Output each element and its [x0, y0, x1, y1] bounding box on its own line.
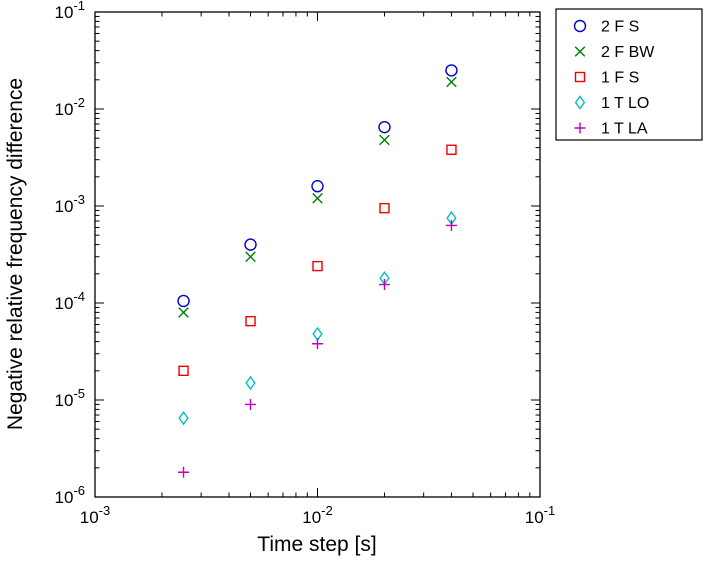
- marker-x: [245, 251, 256, 263]
- marker-diamond: [312, 326, 323, 342]
- y-tick-label: 10-4: [55, 289, 85, 313]
- y-tick-label: 10-5: [55, 386, 85, 410]
- legend-label: 2 F S: [601, 19, 639, 36]
- marker-diamond: [574, 95, 586, 110]
- marker-square: [312, 260, 323, 272]
- marker-circle: [244, 238, 257, 251]
- marker-square: [178, 365, 189, 377]
- y-tick-label: 10-6: [55, 483, 85, 507]
- legend-label: 1 T LO: [601, 95, 649, 112]
- marker-plus: [245, 398, 257, 410]
- marker-circle: [177, 294, 190, 308]
- marker-plus: [378, 279, 390, 291]
- y-axis-label: Negative relative frequency difference: [4, 78, 27, 430]
- marker-x: [312, 193, 323, 204]
- marker-circle: [378, 120, 391, 134]
- marker-circle: [445, 64, 458, 77]
- marker-x: [574, 46, 586, 57]
- marker-square: [574, 71, 586, 83]
- marker-square: [446, 144, 457, 155]
- marker-plus: [312, 338, 323, 350]
- marker-square: [379, 202, 390, 214]
- series-1-t-la: [178, 219, 457, 478]
- marker-plus: [445, 219, 457, 231]
- axes-box: [94, 11, 541, 498]
- marker-diamond: [178, 410, 189, 426]
- y-tick-label: 10-2: [55, 95, 85, 119]
- marker-diamond: [245, 375, 256, 391]
- marker-x: [178, 307, 189, 318]
- marker-plus: [178, 466, 190, 478]
- series-2-f-s: [177, 64, 458, 308]
- legend-item: 2 F S: [573, 19, 639, 36]
- marker-circle: [311, 180, 324, 193]
- legend-item: 2 F BW: [574, 44, 655, 61]
- x-tick-label: 10-3: [80, 503, 110, 527]
- legend: 2 F S 2 F BW 1 F S 1 T LO 1 T LA: [555, 8, 703, 141]
- x-tick-label: 10-1: [525, 503, 555, 527]
- legend-item: 1 F S: [574, 70, 639, 87]
- legend-label: 2 F BW: [601, 44, 655, 61]
- marker-circle: [573, 19, 587, 33]
- series-2-f-bw: [178, 76, 457, 318]
- y-tick-label: 10-3: [55, 192, 85, 216]
- legend-item: 1 T LO: [574, 95, 649, 112]
- legend-item: 1 T LA: [574, 121, 648, 138]
- series-1-f-s: [178, 144, 457, 377]
- legend-label: 1 T LA: [601, 121, 648, 138]
- x-tick-label: 10-2: [302, 503, 332, 527]
- legend-label: 1 F S: [601, 70, 639, 87]
- x-axis-label: Time step [s]: [257, 533, 376, 556]
- plot-generated: 10-3 10-2 10-1 10-6 10-5 10-4 10-3 10-2 10-1 2 F …: [55, 0, 703, 527]
- series-1-t-lo: [178, 210, 457, 426]
- marker-x: [379, 134, 390, 146]
- marker-plus: [574, 122, 586, 134]
- marker-square: [245, 315, 256, 327]
- marker-x: [446, 76, 457, 88]
- y-tick-label: 10-1: [55, 0, 85, 22]
